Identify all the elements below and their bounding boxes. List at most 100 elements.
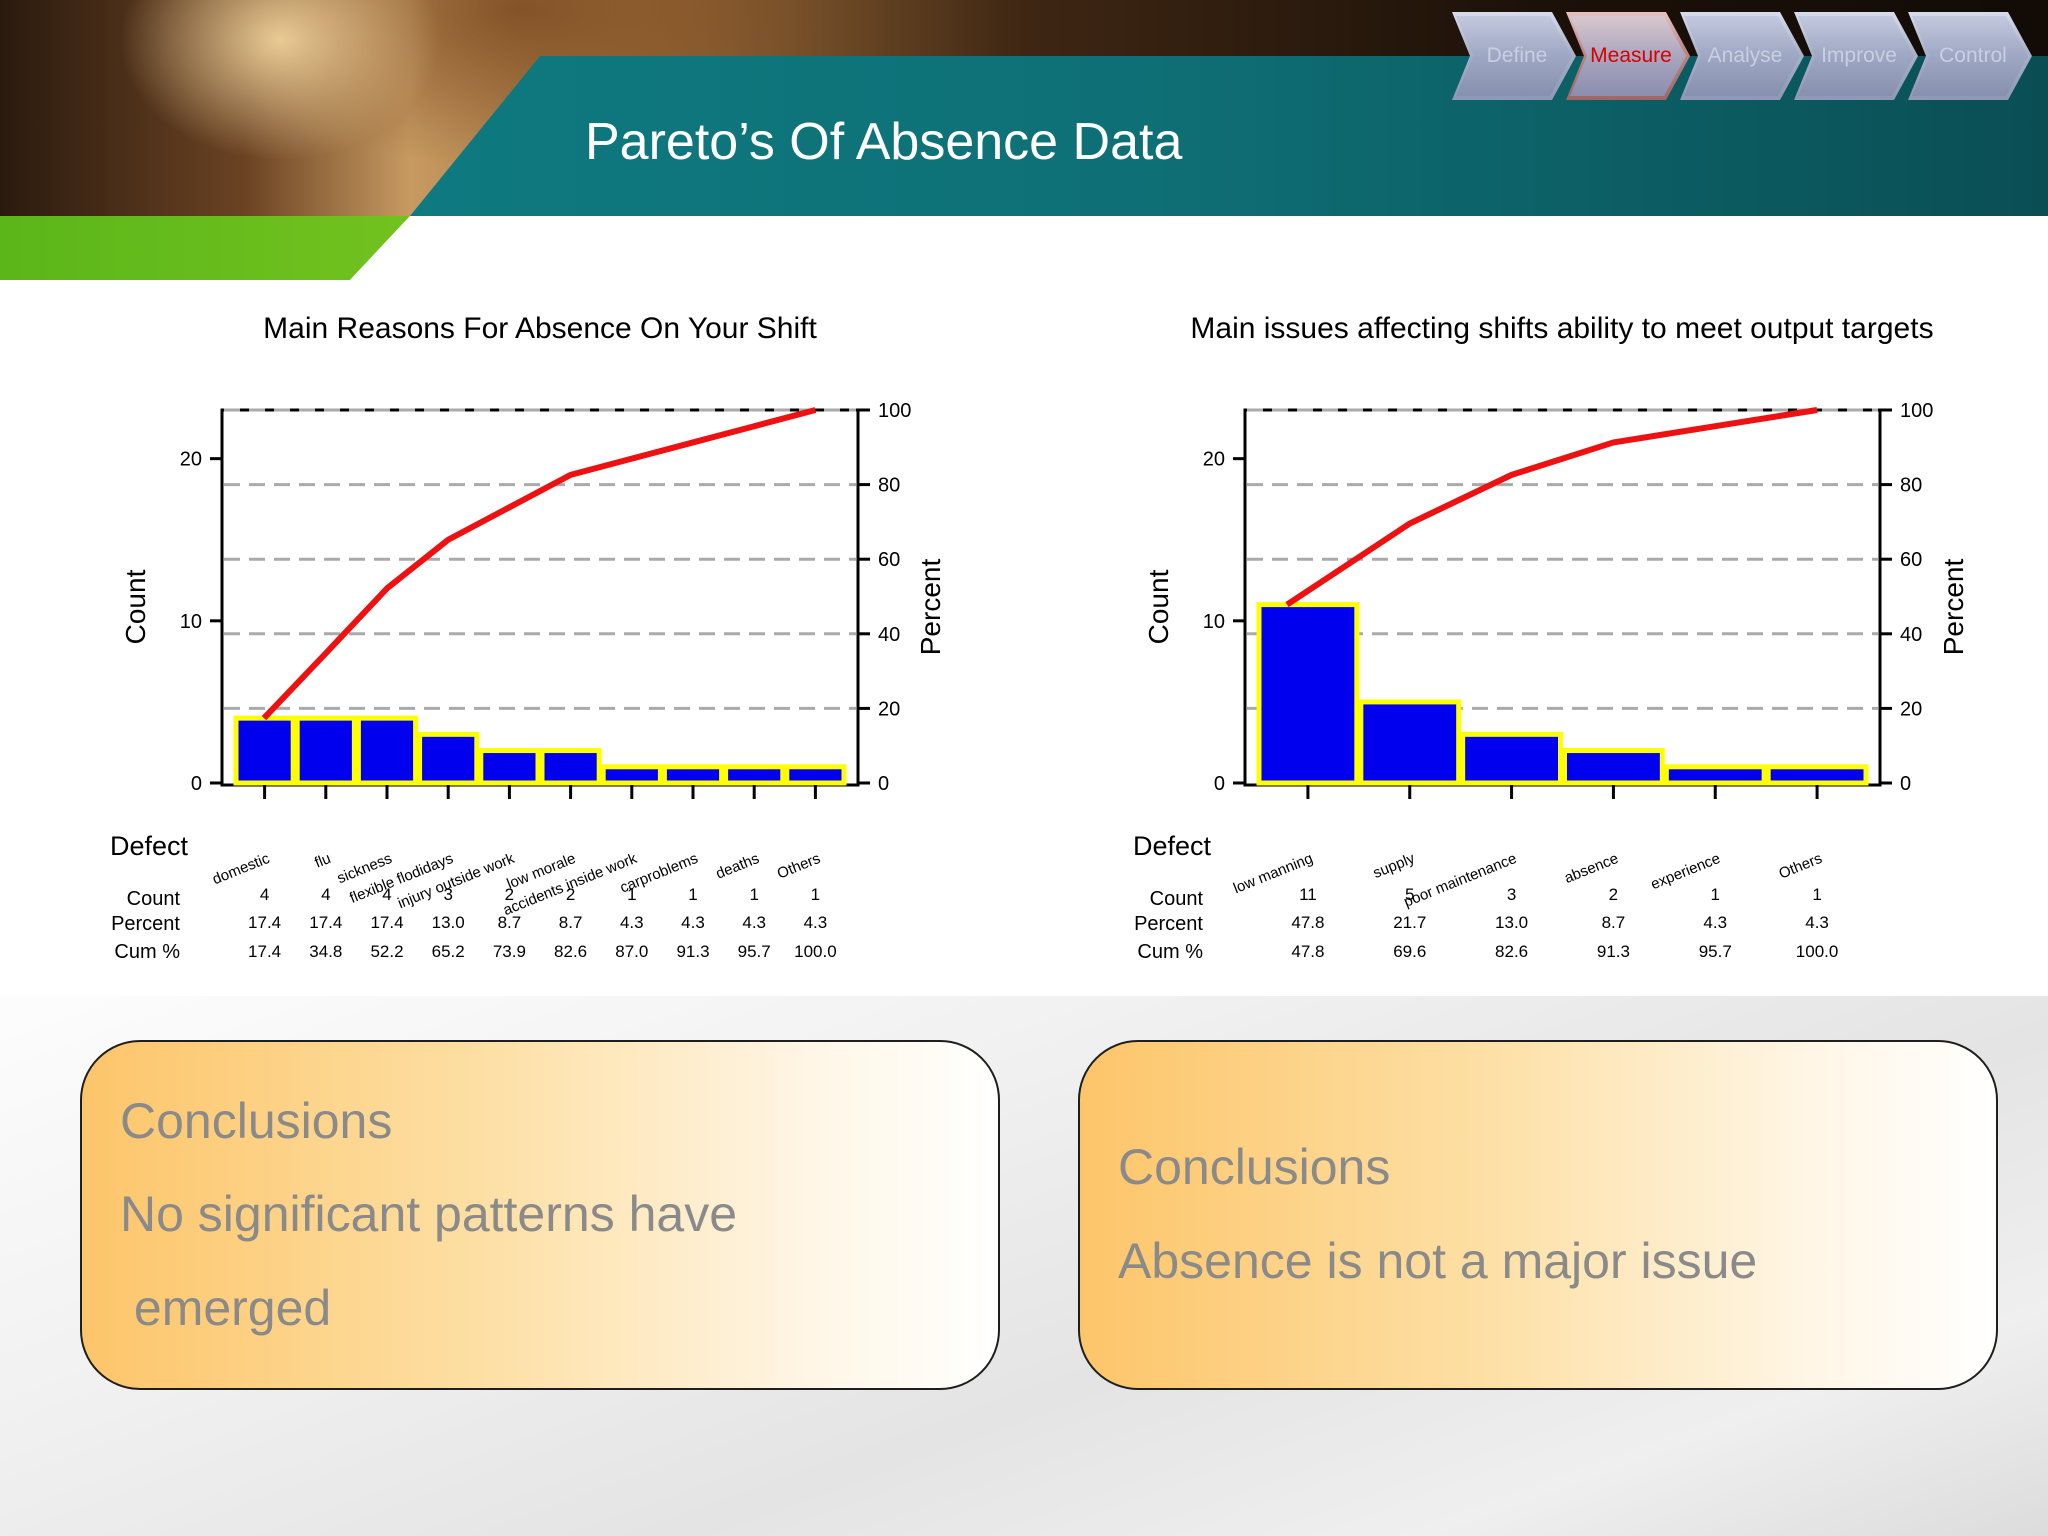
cum-percent-value-left-2: 52.2 <box>370 942 403 961</box>
percent-value-right-3: 8.7 <box>1602 913 1626 932</box>
step-measure-face <box>1570 16 1686 96</box>
step-define-label: Define <box>1486 44 1548 67</box>
y-tick-label-left-2: 20 <box>180 449 202 471</box>
bar-left-5 <box>539 748 602 786</box>
percent-value-right-1: 21.7 <box>1393 913 1426 932</box>
step-analyse[interactable]: Analyse <box>1680 12 1804 100</box>
cum-percent-value-right-2: 82.6 <box>1495 942 1528 961</box>
percent-value-right-0: 47.8 <box>1291 913 1324 932</box>
conclusion-box-left: Conclusions No significant patterns have… <box>80 1040 1000 1390</box>
count-value-right-3: 2 <box>1609 885 1618 904</box>
cum-percent-value-right-4: 95.7 <box>1699 942 1732 961</box>
step-analyse-label: Analyse <box>1707 44 1783 67</box>
percent-value-left-5: 8.7 <box>559 913 583 932</box>
count-value-left-6: 1 <box>627 885 636 904</box>
defect-row-label-right: Defect <box>1133 831 1212 861</box>
count-value-left-0: 4 <box>260 885 269 904</box>
count-value-left-2: 4 <box>382 885 391 904</box>
category-label-left-8: deaths <box>714 850 762 883</box>
bar-left-4 <box>478 748 541 786</box>
percent-value-left-3: 13.0 <box>432 913 465 932</box>
category-label-right-2: poor maintenance <box>1401 850 1519 911</box>
bar-left-7 <box>661 764 725 786</box>
cumulative-line-left <box>261 407 817 721</box>
category-label-right-1: supply <box>1371 850 1418 882</box>
percent-value-left-6: 4.3 <box>620 913 644 932</box>
step-measure-label: Measure <box>1590 44 1672 67</box>
bar-left-1 <box>294 715 357 786</box>
step-define-face <box>1456 16 1572 96</box>
conclusion-line-left-1: No significant patterns have <box>120 1186 738 1242</box>
conclusion-line-right-1: Absence is not a major issue <box>1118 1233 1758 1289</box>
cum-percent-value-left-6: 87.0 <box>615 942 648 961</box>
count-row-label-right: Count <box>1150 888 1204 910</box>
percent-value-left-7: 4.3 <box>681 913 705 932</box>
y2-tick-label-left-4: 80 <box>878 475 900 497</box>
category-label-right-3: absence <box>1562 850 1621 887</box>
step-improve-label: Improve <box>1821 44 1897 67</box>
bar-left-9 <box>784 764 847 786</box>
count-value-right-5: 1 <box>1812 885 1821 904</box>
percent-value-left-8: 4.3 <box>742 913 766 932</box>
y-tick-label-right-2: 20 <box>1203 449 1225 471</box>
category-label-right-5: Others <box>1776 850 1824 883</box>
category-label-left-0: domestic <box>210 850 272 888</box>
conclusion-heading-left: Conclusions <box>120 1093 393 1149</box>
cum-percent-value-left-8: 95.7 <box>738 942 771 961</box>
y-axis-label-left: Count <box>120 569 151 644</box>
cum-row-label-left: Cum % <box>114 941 180 963</box>
bar-right-5 <box>1765 764 1869 786</box>
chart-title-left: Main Reasons For Absence On Your Shift <box>263 312 817 345</box>
bar-right-1 <box>1358 699 1462 786</box>
chart-title-right: Main issues affecting shifts ability to … <box>1190 312 1933 345</box>
y2-tick-label-right-0: 0 <box>1900 773 1911 795</box>
count-value-right-2: 3 <box>1507 885 1516 904</box>
category-label-left-9: Others <box>775 850 823 883</box>
count-value-left-5: 2 <box>566 885 575 904</box>
percent-value-left-9: 4.3 <box>804 913 828 932</box>
step-define[interactable]: Define <box>1452 12 1576 100</box>
conclusion-heading-right: Conclusions <box>1118 1139 1391 1195</box>
defect-row-label-left: Defect <box>110 831 189 861</box>
y-tick-label-right-1: 10 <box>1203 611 1225 633</box>
cum-percent-value-left-1: 34.8 <box>309 942 342 961</box>
count-value-left-7: 1 <box>688 885 697 904</box>
accent-wedge <box>0 216 410 280</box>
step-improve[interactable]: Improve <box>1794 12 1918 100</box>
count-value-left-3: 3 <box>443 885 452 904</box>
count-value-right-1: 5 <box>1405 885 1414 904</box>
cum-percent-value-right-0: 47.8 <box>1291 942 1324 961</box>
bar-left-6 <box>600 764 663 786</box>
cum-percent-value-left-9: 100.0 <box>794 942 837 961</box>
bar-left-2 <box>355 715 419 786</box>
percent-value-left-4: 8.7 <box>498 913 522 932</box>
page-title: Pareto’s Of Absence Data <box>585 113 1183 171</box>
y2-tick-label-right-4: 80 <box>1900 475 1922 497</box>
y2-tick-label-right-3: 60 <box>1900 549 1922 571</box>
bar-right-0 <box>1256 602 1360 786</box>
category-label-left-1: flu <box>312 850 333 872</box>
count-row-label-left: Count <box>127 888 181 910</box>
y2-axis-label-right: Percent <box>1938 559 1969 656</box>
pareto-charts: Main Reasons For Absence On Your Shift 0 1… <box>110 312 1969 963</box>
step-analyse-face <box>1684 16 1800 96</box>
step-control[interactable]: Control <box>1908 12 2032 100</box>
bar-right-3 <box>1562 748 1665 786</box>
cumulative-line-right <box>1285 407 1818 608</box>
y-tick-label-right-0: 0 <box>1214 773 1225 795</box>
step-control-label: Control <box>1939 44 2007 67</box>
y-tick-label-left-0: 0 <box>191 773 202 795</box>
cum-percent-value-right-3: 91.3 <box>1597 942 1630 961</box>
y2-tick-label-right-2: 40 <box>1900 624 1922 646</box>
percent-value-left-1: 17.4 <box>309 913 342 932</box>
y-axis-label-right: Count <box>1143 569 1174 644</box>
chart-panel <box>0 216 2048 996</box>
count-value-left-8: 1 <box>749 885 758 904</box>
step-control-face <box>1912 16 2028 96</box>
bar-right-4 <box>1663 764 1767 786</box>
percent-value-left-0: 17.4 <box>248 913 281 932</box>
y2-tick-label-left-1: 20 <box>878 698 900 720</box>
y2-axis-label-left: Percent <box>915 559 946 656</box>
percent-row-label-right: Percent <box>1134 913 1203 935</box>
step-measure[interactable]: Measure <box>1566 12 1690 100</box>
